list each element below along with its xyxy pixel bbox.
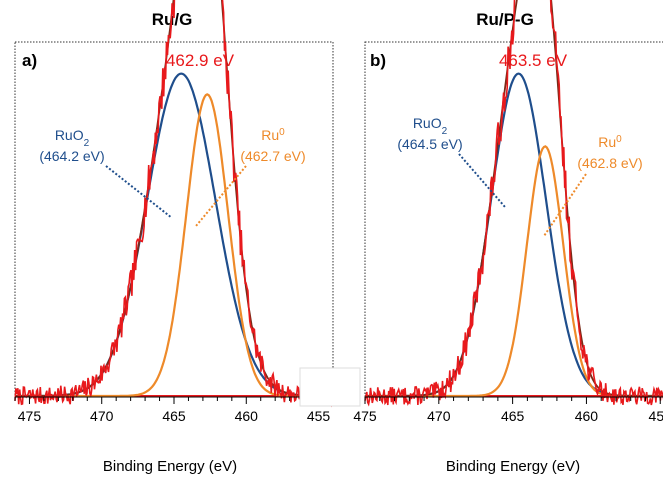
x-tick-label: 465	[162, 408, 186, 424]
panel-ru-g: Ru/G a) 462.9 eV 475 470 465 460 455 Binding…	[14, 0, 334, 475]
panel-b-ru0-value: (462.8 eV)	[577, 155, 642, 171]
panel-b-curves	[364, 0, 663, 407]
x-tick-label: 470	[427, 408, 451, 424]
x-tick-label: 460	[235, 408, 259, 424]
panel-b-ru0-leader	[543, 173, 587, 237]
panel-b-x-axis: 475 470 465 460 455	[353, 396, 663, 424]
x-tick-label: 470	[90, 408, 114, 424]
experimental-spectrum-line	[364, 0, 663, 407]
x-tick-label: 475	[18, 408, 42, 424]
panel-b-ruo2-leader	[458, 153, 506, 208]
overlay-patch	[299, 367, 361, 407]
x-tick-label: 455	[307, 408, 331, 424]
panel-a-ru0-label: Ru0	[261, 127, 285, 144]
panel-a-x-axis: 475 470 465 460 455	[14, 396, 334, 424]
panel-a-frame	[14, 41, 334, 398]
series-ru0-line	[365, 145, 663, 398]
panel-a-x-label: Binding Energy (eV)	[103, 458, 237, 475]
panel-ru-pg: Ru/P-G b) 463.5 eV 475 470 465 460 455 Bindi…	[353, 0, 663, 475]
panel-b-peak-label: 463.5 eV	[499, 51, 568, 70]
x-tick-label: 465	[501, 408, 525, 424]
panel-b-x-label: Binding Energy (eV)	[446, 458, 580, 475]
panel-a-ruo2-leader	[105, 165, 173, 219]
panel-a-ru0-value: (462.7 eV)	[240, 148, 305, 164]
x-tick-label: 475	[353, 408, 377, 424]
panel-a-letter: a)	[22, 51, 37, 70]
panel-b-letter: b)	[370, 51, 386, 70]
x-tick-label: 460	[575, 408, 599, 424]
panel-b-ru0-label: Ru0	[598, 134, 622, 151]
panel-b-title: Ru/P-G	[476, 10, 534, 29]
x-tick-label: 455	[649, 408, 663, 424]
series-ruo2-line	[15, 72, 333, 398]
panel-a-ruo2-label: RuO2	[55, 127, 90, 149]
panel-a-ruo2-value: (464.2 eV)	[39, 148, 104, 164]
panel-a-ru0-leader	[195, 165, 247, 227]
panel-b-ruo2-label: RuO2	[413, 115, 448, 137]
series-ruo2-line	[365, 72, 663, 398]
experimental-spectrum-line	[14, 0, 334, 408]
panel-a-curves	[14, 0, 334, 408]
panel-a-peak-label: 462.9 eV	[166, 51, 235, 70]
panel-b-ruo2-value: (464.5 eV)	[397, 136, 462, 152]
